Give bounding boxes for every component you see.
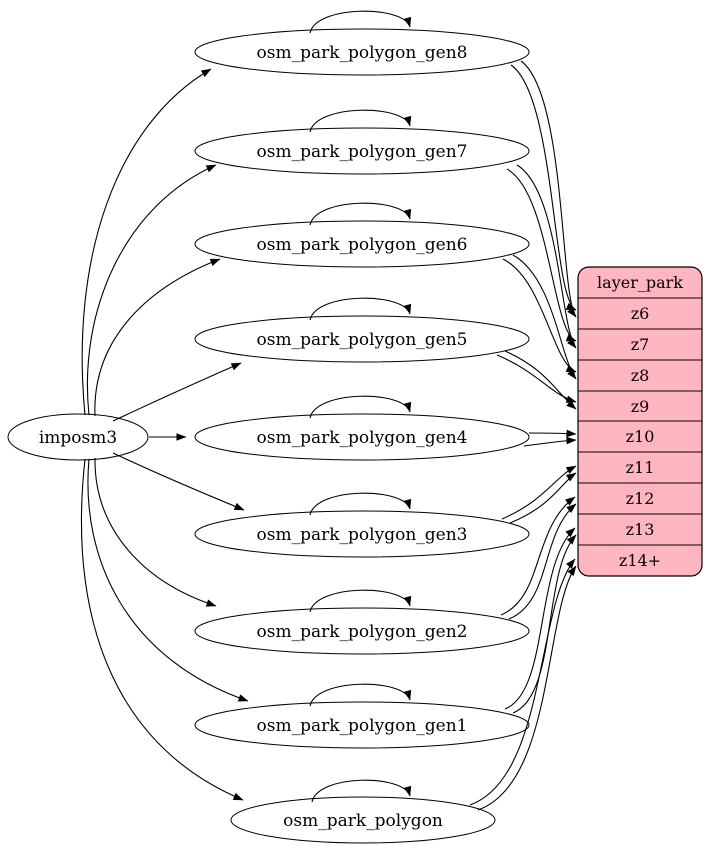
edge-gen1-to-z13-a <box>504 527 576 710</box>
edge-imposm3-to-gen8 <box>81 68 212 416</box>
node-label: osm_park_polygon_gen7 <box>257 142 468 162</box>
layer-row-z14plus: z14+ <box>619 551 661 570</box>
node-osm-park-polygon-gen3: osm_park_polygon_gen3 <box>194 510 530 558</box>
edge-gen8-to-z6-b <box>520 60 577 318</box>
node-imposm3: imposm3 <box>7 413 149 461</box>
edge-gen6-to-z8-a <box>502 258 577 373</box>
node-label: osm_park_polygon_gen5 <box>257 330 468 350</box>
edge-gen3-to-z11-b <box>509 472 577 524</box>
edge-imposm3-to-gen2 <box>94 457 217 607</box>
edge-gen2-to-z12-a <box>500 496 576 616</box>
selfloop-gen1 <box>309 683 412 707</box>
node-shape <box>194 607 530 655</box>
edges-to-layer-rows <box>469 60 577 811</box>
selfloop-gen2 <box>309 589 412 613</box>
edge-gen5-to-z9-a <box>496 354 577 403</box>
layer-row-z13: z13 <box>626 520 655 539</box>
edge-gen5-to-z9-b <box>504 350 577 410</box>
layer-row-z11: z11 <box>626 458 655 477</box>
node-label: osm_park_polygon_gen4 <box>257 428 468 448</box>
layer-row-z10: z10 <box>626 427 655 446</box>
selfloop-polygon <box>311 779 412 803</box>
layer-row-z9: z9 <box>631 397 650 416</box>
edge-gen7-to-z7-b <box>516 164 577 349</box>
self-loop-edges <box>309 10 412 803</box>
node-shape <box>230 796 496 844</box>
edges-from-imposm3 <box>80 68 249 801</box>
node-label: osm_park_polygon_gen6 <box>257 235 468 255</box>
node-label: imposm3 <box>39 428 117 448</box>
node-osm-park-polygon-gen8: osm_park_polygon_gen8 <box>194 28 530 76</box>
edge-imposm3-to-polygon <box>80 458 244 801</box>
edge-imposm3-to-gen5 <box>112 362 242 422</box>
edge-polygon-to-z14-b <box>477 565 577 811</box>
edge-imposm3-to-gen1 <box>87 458 249 702</box>
selfloop-gen4 <box>309 395 412 419</box>
node-osm-park-polygon-gen4: osm_park_polygon_gen4 <box>194 413 530 461</box>
node-shape <box>194 220 530 268</box>
edge-gen3-to-z11-a <box>501 465 577 520</box>
layer-row-z7: z7 <box>631 335 650 354</box>
edge-gen4-to-z10-a <box>528 429 577 438</box>
node-label: osm_park_polygon_gen2 <box>257 622 468 642</box>
selfloop-gen7 <box>309 109 412 133</box>
node-label: osm_park_polygon_gen3 <box>257 525 468 545</box>
node-shape <box>194 315 530 363</box>
node-shape <box>194 701 530 749</box>
selfloop-gen3 <box>309 492 412 516</box>
node-osm-park-polygon-gen7: osm_park_polygon_gen7 <box>194 127 530 175</box>
node-shape <box>194 127 530 175</box>
edge-imposm3-to-gen7 <box>86 164 217 416</box>
edge-gen2-to-z12-b <box>508 503 577 620</box>
layer-row-z8: z8 <box>631 366 650 385</box>
node-osm-park-polygon-gen6: osm_park_polygon_gen6 <box>194 220 530 268</box>
node-osm-park-polygon-gen5: osm_park_polygon_gen5 <box>194 315 530 363</box>
layer-row-z6: z6 <box>631 304 650 323</box>
selfloop-gen6 <box>309 202 412 226</box>
node-shape <box>194 28 530 76</box>
edge-gen7-to-z7-a <box>506 168 577 342</box>
node-label: osm_park_polygon_gen1 <box>257 716 468 736</box>
layer-row-z12: z12 <box>626 489 655 508</box>
layer-table-title: layer_park <box>597 273 683 292</box>
node-shape <box>194 510 530 558</box>
node-shape <box>194 413 530 461</box>
node-osm-park-polygon-gen2: osm_park_polygon_gen2 <box>194 607 530 655</box>
node-label: osm_park_polygon_gen8 <box>257 43 468 63</box>
edge-polygon-to-z14-a <box>469 558 576 806</box>
node-osm-park-polygon-gen1: osm_park_polygon_gen1 <box>194 701 530 749</box>
selfloop-gen8 <box>309 10 412 34</box>
edge-gen4-to-z10-b <box>523 436 577 447</box>
selfloop-gen5 <box>309 297 412 321</box>
layer-table: layer_park z6 z7 z8 z9 z10 z11 z12 z13 z… <box>577 266 703 577</box>
edge-imposm3-to-gen3 <box>112 452 245 511</box>
edge-gen8-to-z6-a <box>510 64 577 311</box>
node-osm-park-polygon: osm_park_polygon <box>230 796 496 844</box>
edge-imposm3-to-gen6 <box>94 258 221 417</box>
node-shape <box>7 413 149 461</box>
edge-gen6-to-z8-b <box>512 254 577 380</box>
node-label: osm_park_polygon <box>283 811 443 831</box>
